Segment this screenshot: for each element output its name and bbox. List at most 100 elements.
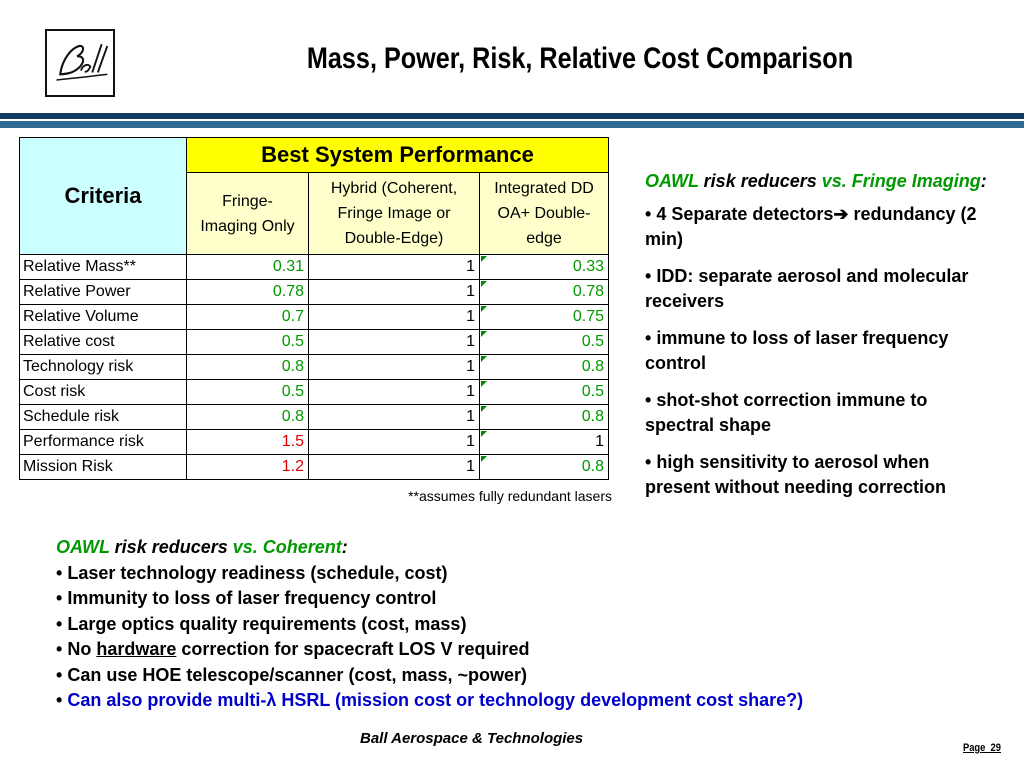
list-item: • Large optics quality requirements (cos… bbox=[56, 612, 976, 638]
idd-value-cell: 0.33 bbox=[479, 254, 609, 280]
criterion-cell: Cost risk bbox=[19, 379, 187, 405]
bullet: • bbox=[645, 204, 652, 224]
heading-colon: : bbox=[980, 171, 987, 191]
idd-value-cell: 0.5 bbox=[479, 379, 609, 405]
hardware-line-post: correction for spacecraft LOS V required bbox=[176, 639, 530, 659]
column-header-idd-line3: edge bbox=[526, 230, 562, 247]
bullet: • bbox=[645, 452, 652, 472]
heading-risk-reducers: risk reducers bbox=[698, 171, 822, 191]
column-header-idd: Integrated DD OA+ Double- edge bbox=[479, 172, 609, 255]
table-footnote: **assumes fully redundant lasers bbox=[408, 488, 612, 504]
list-item-text: IDD: separate aerosol and molecular rece… bbox=[645, 266, 969, 311]
bullet: • bbox=[56, 588, 63, 608]
hardware-word: hardware bbox=[96, 639, 177, 659]
criteria-header: Criteria bbox=[19, 137, 187, 255]
list-item: • 4 Separate detectors➔ redundancy (2 mi… bbox=[645, 202, 995, 252]
hybrid-value-cell: 1 bbox=[308, 304, 480, 330]
table-row: Relative Mass** 0.31 1 0.33 bbox=[19, 254, 609, 280]
heading-colon: : bbox=[341, 537, 348, 557]
criterion-cell: Mission Risk bbox=[19, 454, 187, 480]
heading-oawl: OAWL bbox=[645, 171, 699, 191]
fringe-value-cell: 0.7 bbox=[186, 304, 309, 330]
table-header-row: Criteria Best System Performance bbox=[19, 137, 609, 255]
ball-logo-mark bbox=[56, 43, 109, 81]
hybrid-value-cell: 1 bbox=[308, 429, 480, 455]
list-item: • shot-shot correction immune to spectra… bbox=[645, 388, 995, 438]
comparison-table-body: Relative Mass** 0.31 1 0.33 Relative Power 0.… bbox=[19, 254, 609, 480]
list-item: • IDD: separate aerosol and molecular re… bbox=[645, 264, 995, 314]
criterion-cell: Relative Volume bbox=[19, 304, 187, 330]
bullet: • bbox=[56, 639, 63, 659]
comparison-table: Criteria Best System Performance Fringe-… bbox=[19, 137, 609, 480]
multi-lambda-line: Can also provide multi-λ HSRL (mission c… bbox=[67, 690, 804, 710]
table-row: Performance risk 1.5 1 1 bbox=[19, 429, 609, 455]
list-item: • Immunity to loss of laser frequency co… bbox=[56, 586, 976, 612]
hybrid-value-cell: 1 bbox=[308, 254, 480, 280]
table-subheader-row: Fringe- Imaging Only Hybrid (Coherent, F… bbox=[20, 172, 609, 255]
table-row: Relative cost 0.5 1 0.5 bbox=[19, 329, 609, 355]
page-title: Mass, Power, Risk, Relative Cost Compari… bbox=[306, 42, 854, 75]
table-row: Relative Volume 0.7 1 0.75 bbox=[19, 304, 609, 330]
criterion-cell: Technology risk bbox=[19, 354, 187, 380]
page-number: Page_29 bbox=[963, 742, 1001, 754]
hybrid-value-cell: 1 bbox=[308, 379, 480, 405]
table-row: Mission Risk 1.2 1 0.8 bbox=[19, 454, 609, 480]
bullet: • bbox=[56, 664, 63, 685]
fringe-risk-reducers: OAWL risk reducers vs. Fringe Imaging: •… bbox=[645, 169, 995, 512]
list-item: • high sensitivity to aerosol when prese… bbox=[645, 450, 995, 500]
fringe-value-cell: 0.5 bbox=[186, 379, 309, 405]
fringe-value-cell: 0.8 bbox=[186, 404, 309, 430]
list-item-text: shot-shot correction immune to spectral … bbox=[645, 390, 928, 435]
fringe-value-cell: 1.2 bbox=[186, 454, 309, 480]
criterion-cell: Performance risk bbox=[19, 429, 187, 455]
column-header-fringe-line2: Imaging Only bbox=[200, 217, 295, 235]
column-header-hybrid-line2: Fringe Image or bbox=[337, 205, 451, 222]
criterion-cell: Relative Power bbox=[19, 279, 187, 305]
criterion-cell: Schedule risk bbox=[19, 404, 187, 430]
idd-value-cell: 0.5 bbox=[479, 329, 609, 355]
column-header-idd-line1: Integrated DD bbox=[494, 180, 594, 197]
idd-value-cell: 0.75 bbox=[479, 304, 609, 330]
list-item-text: immune to loss of laser frequency contro… bbox=[645, 328, 949, 373]
coherent-risk-reducers: OAWL risk reducers vs. Coherent: • Laser… bbox=[56, 535, 976, 714]
idd-value-cell: 1 bbox=[479, 429, 609, 455]
list-item: • Laser technology readiness (schedule, … bbox=[56, 561, 976, 587]
table-row: Technology risk 0.8 1 0.8 bbox=[19, 354, 609, 380]
column-header-fringe-line1: Fringe- bbox=[222, 192, 273, 210]
column-header-hybrid-line1: Hybrid (Coherent, bbox=[330, 180, 458, 197]
list-item-text: Immunity to loss of laser frequency cont… bbox=[67, 588, 437, 608]
best-system-header: Best System Performance bbox=[186, 137, 609, 173]
table-row: Relative Power 0.78 1 0.78 bbox=[19, 279, 609, 305]
heading-risk-reducers: risk reducers bbox=[109, 537, 233, 557]
heading-oawl: OAWL bbox=[56, 537, 110, 557]
list-item-text: 4 Separate detectors➔ redundancy (2 min) bbox=[645, 204, 977, 249]
hoe-line: Can use HOE telescope/scanner (cost, mas… bbox=[67, 664, 527, 685]
coherent-risk-heading: OAWL risk reducers vs. Coherent: bbox=[56, 535, 976, 561]
idd-value-cell: 0.78 bbox=[479, 279, 609, 305]
hardware-line-pre: No bbox=[67, 639, 97, 659]
criterion-cell: Relative cost bbox=[19, 329, 187, 355]
bullet: • bbox=[645, 328, 652, 348]
footer-company: Ball Aerospace & Technologies bbox=[360, 730, 584, 747]
table-row: Cost risk 0.5 1 0.5 bbox=[19, 379, 609, 405]
hybrid-value-cell: 1 bbox=[308, 329, 480, 355]
bullet: • bbox=[56, 690, 63, 710]
fringe-value-cell: 0.31 bbox=[186, 254, 309, 280]
bullet: • bbox=[645, 266, 652, 286]
list-item-text: high sensitivity to aerosol when present… bbox=[645, 452, 947, 497]
hybrid-value-cell: 1 bbox=[308, 279, 480, 305]
bullet: • bbox=[56, 613, 63, 634]
list-item-text: Large optics quality requirements (cost,… bbox=[67, 613, 467, 634]
hybrid-value-cell: 1 bbox=[308, 454, 480, 480]
idd-value-cell: 0.8 bbox=[479, 354, 609, 380]
list-item: • Can use HOE telescope/scanner (cost, m… bbox=[56, 663, 976, 689]
list-item-text: Laser technology readiness (schedule, co… bbox=[67, 562, 448, 583]
list-item: • No hardware correction for spacecraft … bbox=[56, 637, 976, 663]
idd-value-cell: 0.8 bbox=[479, 454, 609, 480]
heading-vs-fringe: vs. Fringe Imaging bbox=[821, 171, 981, 191]
list-item: • immune to loss of laser frequency cont… bbox=[645, 326, 995, 376]
idd-value-cell: 0.8 bbox=[479, 404, 609, 430]
fringe-value-cell: 0.5 bbox=[186, 329, 309, 355]
hybrid-value-cell: 1 bbox=[308, 354, 480, 380]
fringe-value-cell: 0.8 bbox=[186, 354, 309, 380]
